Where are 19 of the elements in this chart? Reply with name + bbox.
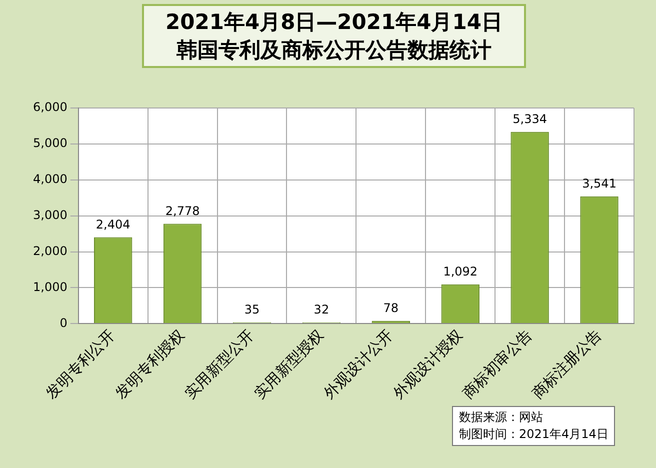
data-label: 2,778 [165, 204, 200, 218]
data-label: 2,404 [96, 217, 130, 232]
chart-subtitle: 韩国专利及商标公开公告数据统计 [176, 37, 492, 64]
y-tick-label: 2,000 [32, 244, 68, 258]
y-tick-label: 6,000 [32, 100, 68, 114]
source-note: 数据来源：网站 [459, 409, 544, 426]
y-tick-label: 4,000 [32, 172, 68, 186]
text: 制图时间：2021年4月14日 [459, 426, 608, 443]
y-tick-label: 1,000 [32, 280, 68, 294]
data-label: 78 [383, 300, 399, 315]
data-label: 32 [314, 302, 330, 317]
data-label: 3,541 [582, 176, 616, 190]
chart-title: 2021年4月8日—2021年4月14日 [164, 9, 504, 36]
y-tick-label: 3,000 [32, 208, 68, 222]
data-label: 1,092 [443, 264, 478, 279]
data-label: 35 [244, 302, 260, 316]
y-tick-label: 5,000 [32, 136, 68, 150]
y-tick-label: 0 [60, 316, 68, 330]
data-label: 5,334 [512, 112, 547, 126]
